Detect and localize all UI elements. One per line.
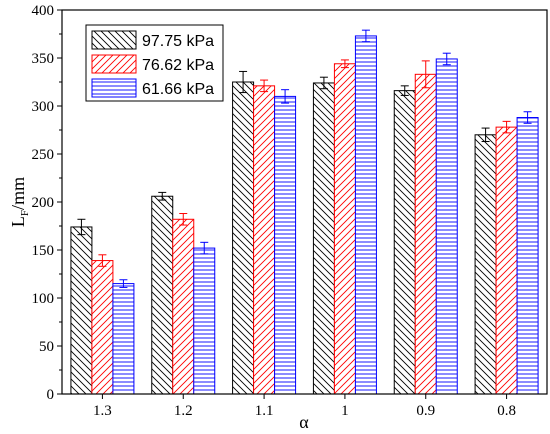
bar-1.2-series-3 bbox=[193, 247, 216, 395]
bar-0.9-series-1 bbox=[393, 90, 416, 395]
bar-0.9-series-2 bbox=[414, 73, 437, 395]
bar-1-series-3 bbox=[354, 35, 377, 395]
y-tick-label-50: 50 bbox=[39, 339, 54, 355]
y-tick-label-200: 200 bbox=[32, 195, 55, 211]
legend: 97.75 kPa 76.62 kPa 61.66 kPa bbox=[85, 24, 224, 102]
x-tick-label-1.2: 1.2 bbox=[174, 403, 193, 419]
bar-0.8-series-1 bbox=[474, 134, 497, 395]
bar-1-series-1 bbox=[312, 82, 335, 395]
legend-label-3: 61.66 kPa bbox=[142, 81, 214, 98]
y-tick-label-300: 300 bbox=[32, 99, 55, 115]
error-bar-1.3-series-2 bbox=[98, 254, 107, 267]
bar-1.1-series-3 bbox=[274, 95, 297, 395]
y-tick-label-100: 100 bbox=[32, 291, 55, 307]
error-bars-layer bbox=[77, 29, 532, 288]
error-bar-0.8-series-1 bbox=[481, 127, 490, 143]
error-bar-1.2-series-1 bbox=[158, 191, 167, 201]
error-bar-1-series-2 bbox=[340, 59, 349, 69]
error-bar-1.1-series-1 bbox=[239, 70, 248, 94]
error-bar-0.8-series-2 bbox=[502, 120, 511, 134]
legend-label-1: 97.75 kPa bbox=[142, 33, 214, 50]
x-axis-title: α bbox=[299, 412, 309, 432]
bar-0.8-series-2 bbox=[495, 126, 518, 395]
y-tick-label-0: 0 bbox=[47, 387, 55, 403]
error-bar-1.1-series-3 bbox=[281, 89, 290, 104]
error-bar-0.9-series-3 bbox=[442, 52, 451, 66]
bars-layer bbox=[70, 35, 539, 395]
bar-1.1-series-2 bbox=[253, 85, 276, 395]
legend-swatch-3 bbox=[91, 78, 137, 98]
x-tick-label-1.1: 1.1 bbox=[255, 403, 274, 419]
legend-swatch-1 bbox=[91, 30, 137, 50]
y-tick-label-350: 350 bbox=[32, 51, 55, 67]
bar-1.1-series-1 bbox=[232, 81, 255, 395]
y-axis-title: LF/mm bbox=[8, 177, 31, 227]
x-tick-label-0.8: 0.8 bbox=[497, 403, 516, 419]
x-tick-label-0.9: 0.9 bbox=[416, 403, 435, 419]
bar-0.8-series-3 bbox=[516, 117, 539, 395]
error-bar-1-series-3 bbox=[361, 29, 370, 43]
error-bar-1.2-series-3 bbox=[200, 241, 209, 255]
bar-1.2-series-1 bbox=[151, 195, 174, 395]
bar-1.2-series-2 bbox=[172, 218, 195, 395]
error-bar-1.1-series-2 bbox=[260, 79, 269, 93]
bar-1.3-series-2 bbox=[91, 260, 114, 395]
bar-1-series-2 bbox=[333, 63, 356, 395]
x-tick-label-1: 1 bbox=[341, 403, 349, 419]
error-bar-1-series-1 bbox=[319, 76, 328, 90]
error-bar-0.9-series-1 bbox=[400, 85, 409, 96]
x-tick-label-1.3: 1.3 bbox=[93, 403, 112, 419]
error-bar-0.9-series-2 bbox=[421, 60, 430, 89]
y-axis-title-main: L bbox=[8, 216, 28, 227]
bar-1.3-series-3 bbox=[112, 283, 135, 395]
y-tick-label-150: 150 bbox=[32, 243, 55, 259]
x-axis: 1.3 1.2 1.1 1 0.9 0.8 bbox=[93, 394, 516, 419]
bar-1.3-series-1 bbox=[70, 226, 93, 395]
y-axis-title-subscript: F bbox=[19, 210, 31, 216]
y-tick-label-250: 250 bbox=[32, 147, 55, 163]
error-bar-1.2-series-2 bbox=[179, 213, 188, 226]
error-bar-1.3-series-3 bbox=[119, 279, 128, 288]
legend-label-2: 76.62 kPa bbox=[142, 57, 214, 74]
y-axis-title-unit: /mm bbox=[8, 177, 28, 210]
y-tick-label-400: 400 bbox=[32, 3, 55, 19]
bar-0.9-series-3 bbox=[435, 58, 458, 395]
legend-swatch-2 bbox=[91, 54, 137, 74]
error-bar-1.3-series-1 bbox=[77, 218, 86, 236]
y-axis: 0 50 100 150 200 250 300 350 400 bbox=[32, 3, 62, 403]
error-bar-0.8-series-3 bbox=[523, 111, 532, 124]
